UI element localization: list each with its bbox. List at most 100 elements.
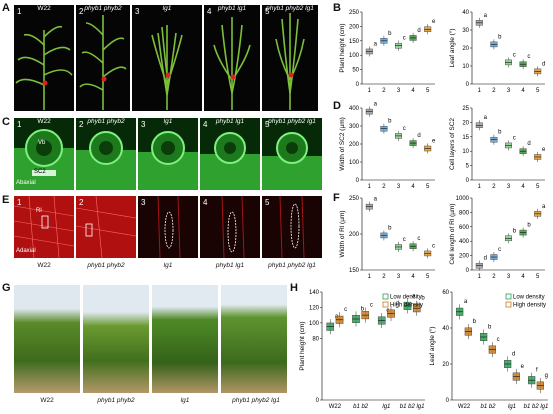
- label-phyb1-phyb2: phyb1 phyb2: [84, 5, 122, 12]
- field-photo: [152, 285, 218, 393]
- significance-letter: b: [498, 34, 502, 40]
- y-tick-label: 0: [466, 178, 470, 184]
- x-tick-label: 1: [478, 184, 482, 190]
- significance-letter: g: [545, 373, 548, 379]
- significance-letter: e: [521, 364, 525, 370]
- label-phyb1-phyb2: phyb1 phyb2: [87, 118, 125, 125]
- x-tick-label: 5: [536, 88, 540, 94]
- panel-letter-a: A: [2, 2, 10, 14]
- x-tick-label: 5: [426, 184, 430, 190]
- y-tick-label: 200: [349, 232, 360, 238]
- rl-label: Rl: [36, 208, 42, 214]
- ligule-image: 3: [138, 196, 198, 258]
- x-tick-label: 2: [382, 88, 386, 94]
- y-tick-label: 1000: [456, 196, 470, 202]
- panel-letter-b: B: [333, 2, 341, 14]
- y-tick-label: 0: [356, 82, 360, 88]
- y-tick-label: 60: [442, 290, 449, 296]
- significance-letter: c: [417, 236, 420, 242]
- x-tick-label: 4: [521, 184, 525, 190]
- significance-letter: b: [361, 306, 365, 312]
- significance-letter: b: [527, 223, 531, 229]
- field-photo: [14, 285, 80, 393]
- panel-a-photos: 1 2 3 4 5: [14, 5, 318, 111]
- legend-swatch: [382, 301, 389, 308]
- y-axis-title: Leaf angle (°): [428, 326, 436, 365]
- x-tick-label: 5: [426, 274, 430, 280]
- x-tick-label: 3: [397, 184, 401, 190]
- y-tick-label: 10: [462, 149, 469, 155]
- x-tick-label: 4: [411, 274, 415, 280]
- legend-swatch: [505, 301, 512, 308]
- y-axis-title: Width of SC2 (µm): [339, 117, 346, 171]
- y-tick-label: 10: [462, 64, 469, 70]
- significance-letter: c: [370, 303, 373, 309]
- sc2-label: SC2: [34, 169, 46, 175]
- significance-letter: b: [388, 225, 392, 231]
- significance-letter: a: [374, 41, 378, 47]
- legend-label: Low density: [513, 295, 545, 301]
- y-tick-label: 50: [352, 68, 359, 74]
- x-tick-label: 2: [492, 274, 496, 280]
- significance-letter: a: [542, 204, 546, 210]
- panel-letter-f: F: [333, 192, 340, 204]
- x-tick-label: W22: [458, 404, 471, 410]
- significance-letter: d: [484, 256, 487, 262]
- y-tick-label: 0: [316, 398, 320, 404]
- significance-letter: a: [484, 115, 488, 121]
- label-phyb1-phyb2-lg1: phyb1 phyb2 lg1: [268, 262, 316, 269]
- panel-letter-h: H: [290, 282, 298, 294]
- label-lg1: lg1: [163, 118, 173, 125]
- significance-letter: c: [513, 135, 516, 141]
- vb-label: Vb: [38, 140, 46, 146]
- label-lg1: lg1: [180, 397, 190, 404]
- y-axis-title: Plant height (cm): [299, 321, 306, 370]
- significance-letter: b: [498, 130, 502, 136]
- significance-letter: c: [403, 237, 406, 243]
- panel-c-sections: 1 Vb SC2 Abaxial 2 3 4 5: [14, 118, 322, 190]
- x-tick-label: 1: [478, 88, 482, 94]
- cross-section: 1 Vb SC2 Abaxial: [14, 118, 74, 190]
- y-tick-label: 30: [462, 28, 469, 34]
- plant-photo: 4: [204, 5, 260, 111]
- x-tick-label: lg1: [508, 404, 516, 410]
- significance-letter: c: [403, 126, 406, 132]
- y-tick-label: 15: [462, 135, 469, 141]
- label-lg1: lg1: [162, 5, 172, 12]
- panel-letter-g: G: [2, 282, 11, 294]
- y-tick-label: 25: [462, 106, 469, 112]
- y-tick-label: 400: [459, 239, 470, 245]
- x-tick-label: 1: [368, 184, 372, 190]
- panel-letter-c: C: [2, 116, 10, 128]
- y-tick-label: 100: [349, 160, 360, 166]
- panel-g-field: [14, 285, 287, 393]
- y-tick-label: 20: [462, 120, 469, 126]
- significance-letter: e: [432, 138, 436, 144]
- significance-letter: b: [388, 119, 392, 125]
- ligule-image: 1 Rl Adaxial: [14, 196, 74, 258]
- cross-section: 5: [262, 118, 322, 190]
- abaxial-label: Abaxial: [16, 180, 36, 186]
- x-tick-label: 4: [521, 88, 525, 94]
- significance-letter: c: [527, 54, 530, 60]
- significance-letter: b: [421, 296, 425, 302]
- significance-letter: c: [432, 243, 435, 249]
- x-tick-label: b1 b2 lg1: [524, 404, 549, 410]
- significance-letter: d: [512, 351, 515, 357]
- cross-section: 3: [138, 118, 198, 190]
- y-tick-label: 0: [356, 178, 360, 184]
- field-photo: [221, 285, 287, 393]
- y-tick-label: 300: [349, 124, 360, 130]
- significance-letter: a: [412, 293, 416, 299]
- significance-letter: d: [542, 61, 545, 67]
- label-w22: W22: [37, 118, 51, 125]
- label-phyb1-lg1: phyb1 lg1: [215, 118, 245, 125]
- significance-letter: b: [473, 319, 477, 325]
- rl-width-chart: 150 200 250 Width of Rl (µm) a 1 b 2 c 3 c 4 c 5: [339, 196, 435, 280]
- significance-letter: e: [432, 19, 436, 25]
- significance-letter: a: [484, 13, 488, 19]
- x-tick-label: 2: [382, 274, 386, 280]
- label-phyb1-phyb2-lg1: phyb1 phyb2 lg1: [268, 118, 316, 125]
